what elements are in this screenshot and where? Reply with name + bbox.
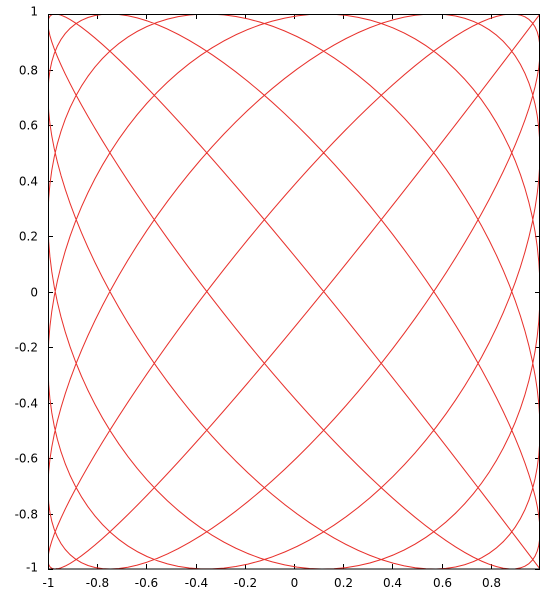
y-tick-label: -0.8	[15, 508, 38, 522]
y-tick-label: 0.8	[19, 64, 38, 78]
x-tick-label: 0.8	[482, 576, 501, 590]
curve-layer	[48, 14, 540, 569]
y-tick-label: -0.2	[15, 341, 38, 355]
x-tick-label: -0.8	[86, 576, 109, 590]
y-tick-label: 0.4	[19, 175, 38, 189]
ticks-layer	[48, 14, 540, 570]
y-tick-label: 0	[30, 286, 38, 300]
x-tick-label: -0.6	[135, 576, 158, 590]
y-tick-label: -1	[26, 561, 38, 575]
x-tick-label: -1	[43, 576, 55, 590]
y-tick-label: 0.2	[19, 230, 38, 244]
y-tick-label: -0.6	[15, 452, 38, 466]
y-tick-label: 1	[30, 5, 38, 19]
x-tick-label: 0	[291, 576, 299, 590]
x-tick-label: 0.2	[334, 576, 353, 590]
x-tick-label: 0.4	[383, 576, 402, 590]
y-tick-label: 0.6	[19, 119, 38, 133]
series-line	[48, 14, 540, 569]
tick-labels-layer: -1 -0.8 -0.6 -0.4 -0.2 0 0.2 0.4 0.6 0.8 1 0.8 0.6 0.…	[15, 5, 501, 591]
x-tick-label: -0.4	[185, 576, 208, 590]
x-tick-label: 0.6	[433, 576, 452, 590]
plot-frame	[48, 14, 540, 570]
y-tick-label: -0.4	[15, 397, 38, 411]
x-tick-label: -0.2	[234, 576, 257, 590]
